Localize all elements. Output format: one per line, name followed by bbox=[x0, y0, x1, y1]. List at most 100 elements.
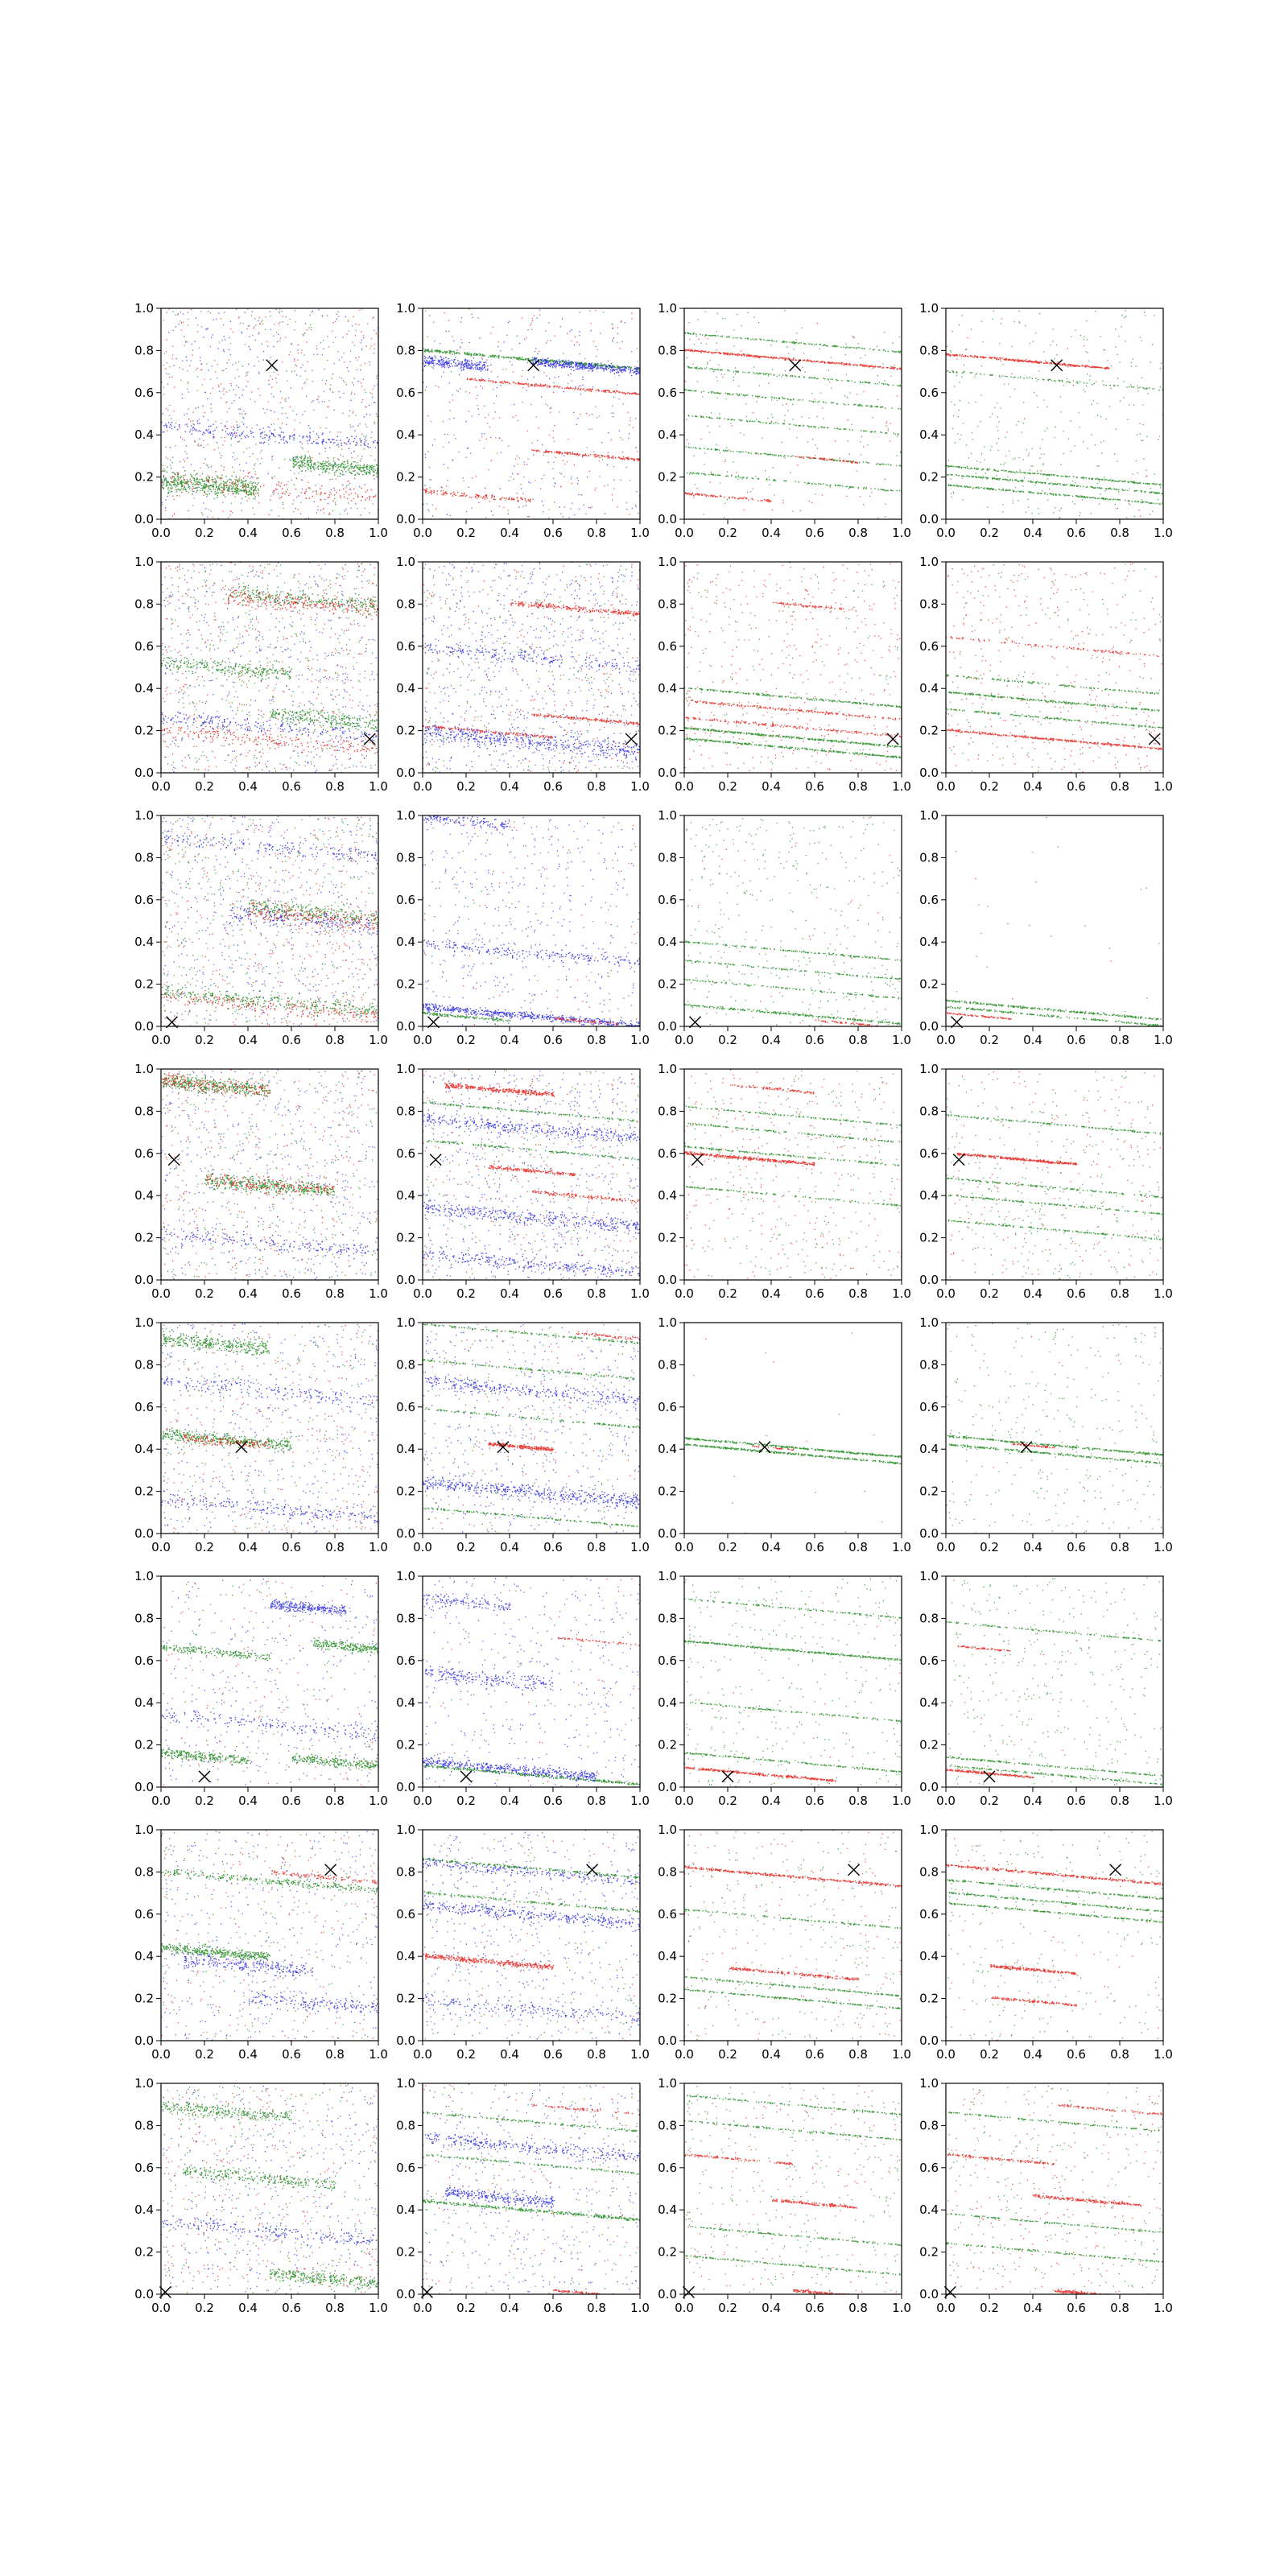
band-blue-5 bbox=[423, 643, 640, 674]
x-tick-label: 0.0 bbox=[413, 1794, 432, 1808]
x-tick-label: 1.0 bbox=[1154, 526, 1173, 540]
x-marker bbox=[527, 359, 540, 372]
y-tick-label: 0.0 bbox=[919, 1526, 939, 1541]
y-tick-label: 0.4 bbox=[919, 1695, 939, 1710]
y-tick-label: 0.6 bbox=[396, 386, 415, 400]
x-marker bbox=[420, 2285, 433, 2298]
y-tick-label: 0.4 bbox=[658, 681, 677, 696]
y-tick-label: 0.6 bbox=[658, 1907, 677, 1922]
axes-frame bbox=[160, 2083, 379, 2295]
scatter-red-points bbox=[952, 310, 1160, 517]
scatter-green-points bbox=[686, 310, 902, 519]
y-tick-label: 1.0 bbox=[919, 1569, 939, 1583]
y-tick-label: 0.2 bbox=[396, 1992, 415, 2006]
y-tick-label: 0.0 bbox=[134, 2033, 154, 2048]
x-tick-label: 0.6 bbox=[805, 1033, 824, 1047]
point-layer bbox=[946, 817, 1162, 1026]
y-tick-label: 0.8 bbox=[919, 1357, 939, 1372]
scatter-blue-points bbox=[423, 1324, 640, 1534]
x-tick-label: 0.0 bbox=[151, 1794, 171, 1808]
band-green-5 bbox=[947, 1219, 1163, 1241]
x-tick-label: 0.6 bbox=[543, 526, 563, 540]
x-marker bbox=[983, 1770, 996, 1783]
scatter-red-points bbox=[970, 1335, 1160, 1527]
band-red-6 bbox=[730, 1084, 815, 1095]
y-tick-label: 0.2 bbox=[919, 1738, 939, 1752]
y-tick-label: 0.4 bbox=[396, 681, 415, 696]
y-tick-label: 1.0 bbox=[134, 1315, 154, 1330]
band-green-2 bbox=[161, 1868, 378, 1895]
subplot-r3-c2: 0.0 0.2 0.4 0.6 0.8 1.0 0.0 0.2 0.4 0.6 0.8 1.0 bbox=[396, 808, 650, 1047]
x-tick-label: 0.0 bbox=[675, 1540, 694, 1554]
x-tick-label: 0.8 bbox=[1110, 2301, 1129, 2315]
x-marker bbox=[721, 1770, 734, 1783]
band-green-5 bbox=[948, 2112, 1160, 2132]
x-tick-label: 0.6 bbox=[543, 1286, 563, 1301]
band-green-3 bbox=[161, 1644, 270, 1662]
x-marker bbox=[159, 2285, 171, 2298]
band-red-4 bbox=[1058, 2104, 1162, 2116]
band-blue-3 bbox=[183, 1952, 314, 1977]
scatter-green-points bbox=[947, 1576, 1163, 1787]
band-blue-5 bbox=[161, 1375, 378, 1408]
y-tick-label: 1.0 bbox=[396, 808, 415, 823]
y-tick-label: 0.0 bbox=[396, 2033, 415, 2048]
y-tick-label: 0.4 bbox=[658, 1949, 677, 1963]
band-blue-8 bbox=[425, 1376, 640, 1405]
x-tick-label: 0.4 bbox=[762, 779, 781, 794]
y-tick-label: 0.6 bbox=[919, 386, 939, 400]
band-red-5 bbox=[685, 716, 902, 737]
y-tick-label: 1.0 bbox=[134, 301, 154, 316]
x-marker bbox=[429, 1154, 442, 1166]
x-tick-label: 0.2 bbox=[456, 1033, 476, 1047]
x-tick-label: 1.0 bbox=[369, 1540, 388, 1554]
band-green-2 bbox=[685, 1443, 902, 1465]
y-tick-label: 0.2 bbox=[919, 1484, 939, 1499]
y-tick-label: 0.2 bbox=[396, 1484, 415, 1499]
band-blue-6 bbox=[162, 830, 378, 865]
x-tick-label: 0.8 bbox=[325, 2047, 345, 2062]
x-marker bbox=[166, 1016, 178, 1029]
y-tick-label: 0.2 bbox=[134, 470, 154, 485]
band-blue-4 bbox=[248, 1990, 378, 2013]
y-tick-label: 0.4 bbox=[134, 427, 154, 442]
y-tick-label: 0.8 bbox=[919, 850, 939, 865]
y-tick-label: 0.0 bbox=[919, 1273, 939, 1287]
band-green-4 bbox=[684, 1598, 902, 1619]
subplot-r4-c3: 0.0 0.2 0.4 0.6 0.8 1.0 0.0 0.2 0.4 0.6 0.8 1.0 bbox=[658, 1062, 911, 1301]
y-tick-label: 0.0 bbox=[919, 2287, 939, 2301]
x-tick-label: 0.2 bbox=[195, 1540, 214, 1554]
x-tick-label: 0.2 bbox=[456, 1540, 476, 1554]
scatter-blue-points bbox=[423, 309, 640, 518]
band-green-4 bbox=[687, 1122, 902, 1144]
band-red-1 bbox=[488, 1442, 555, 1452]
y-tick-label: 0.8 bbox=[658, 1104, 677, 1118]
x-tick-label: 0.8 bbox=[848, 1540, 868, 1554]
y-tick-label: 0.6 bbox=[134, 1400, 154, 1414]
x-tick-label: 0.4 bbox=[762, 1286, 781, 1301]
subplot-r3-c4: 0.0 0.2 0.4 0.6 0.8 1.0 0.0 0.2 0.4 0.6 0.8 1.0 bbox=[919, 808, 1173, 1047]
y-tick-label: 0.8 bbox=[658, 1357, 677, 1372]
x-tick-label: 1.0 bbox=[369, 1794, 388, 1808]
band-green-2 bbox=[946, 1005, 1162, 1026]
band-green-4 bbox=[684, 1988, 901, 2010]
scatter-red-points bbox=[435, 1576, 640, 1786]
x-tick-label: 0.6 bbox=[1067, 1033, 1086, 1047]
band-red-3 bbox=[947, 2153, 1055, 2165]
x-tick-label: 0.6 bbox=[1067, 2301, 1086, 2315]
x-tick-label: 0.4 bbox=[1023, 1794, 1042, 1808]
point-layer bbox=[423, 815, 640, 1026]
y-tick-label: 0.2 bbox=[919, 1992, 939, 2006]
x-tick-label: 0.2 bbox=[980, 1794, 999, 1808]
y-tick-label: 0.8 bbox=[396, 597, 415, 611]
subplot-r2-c3: 0.0 0.2 0.4 0.6 0.8 1.0 0.0 0.2 0.4 0.6 0.8 1.0 bbox=[658, 555, 911, 794]
y-tick-label: 0.8 bbox=[396, 1104, 415, 1118]
x-tick-label: 0.8 bbox=[848, 1033, 868, 1047]
scatter-green-points bbox=[162, 308, 378, 519]
x-tick-label: 0.0 bbox=[675, 1033, 694, 1047]
scatter-green-points bbox=[162, 1832, 378, 2041]
band-blue-3 bbox=[423, 355, 489, 372]
y-tick-label: 0.4 bbox=[396, 2202, 415, 2217]
x-tick-label: 1.0 bbox=[369, 1033, 388, 1047]
x-tick-label: 0.2 bbox=[195, 2301, 214, 2315]
